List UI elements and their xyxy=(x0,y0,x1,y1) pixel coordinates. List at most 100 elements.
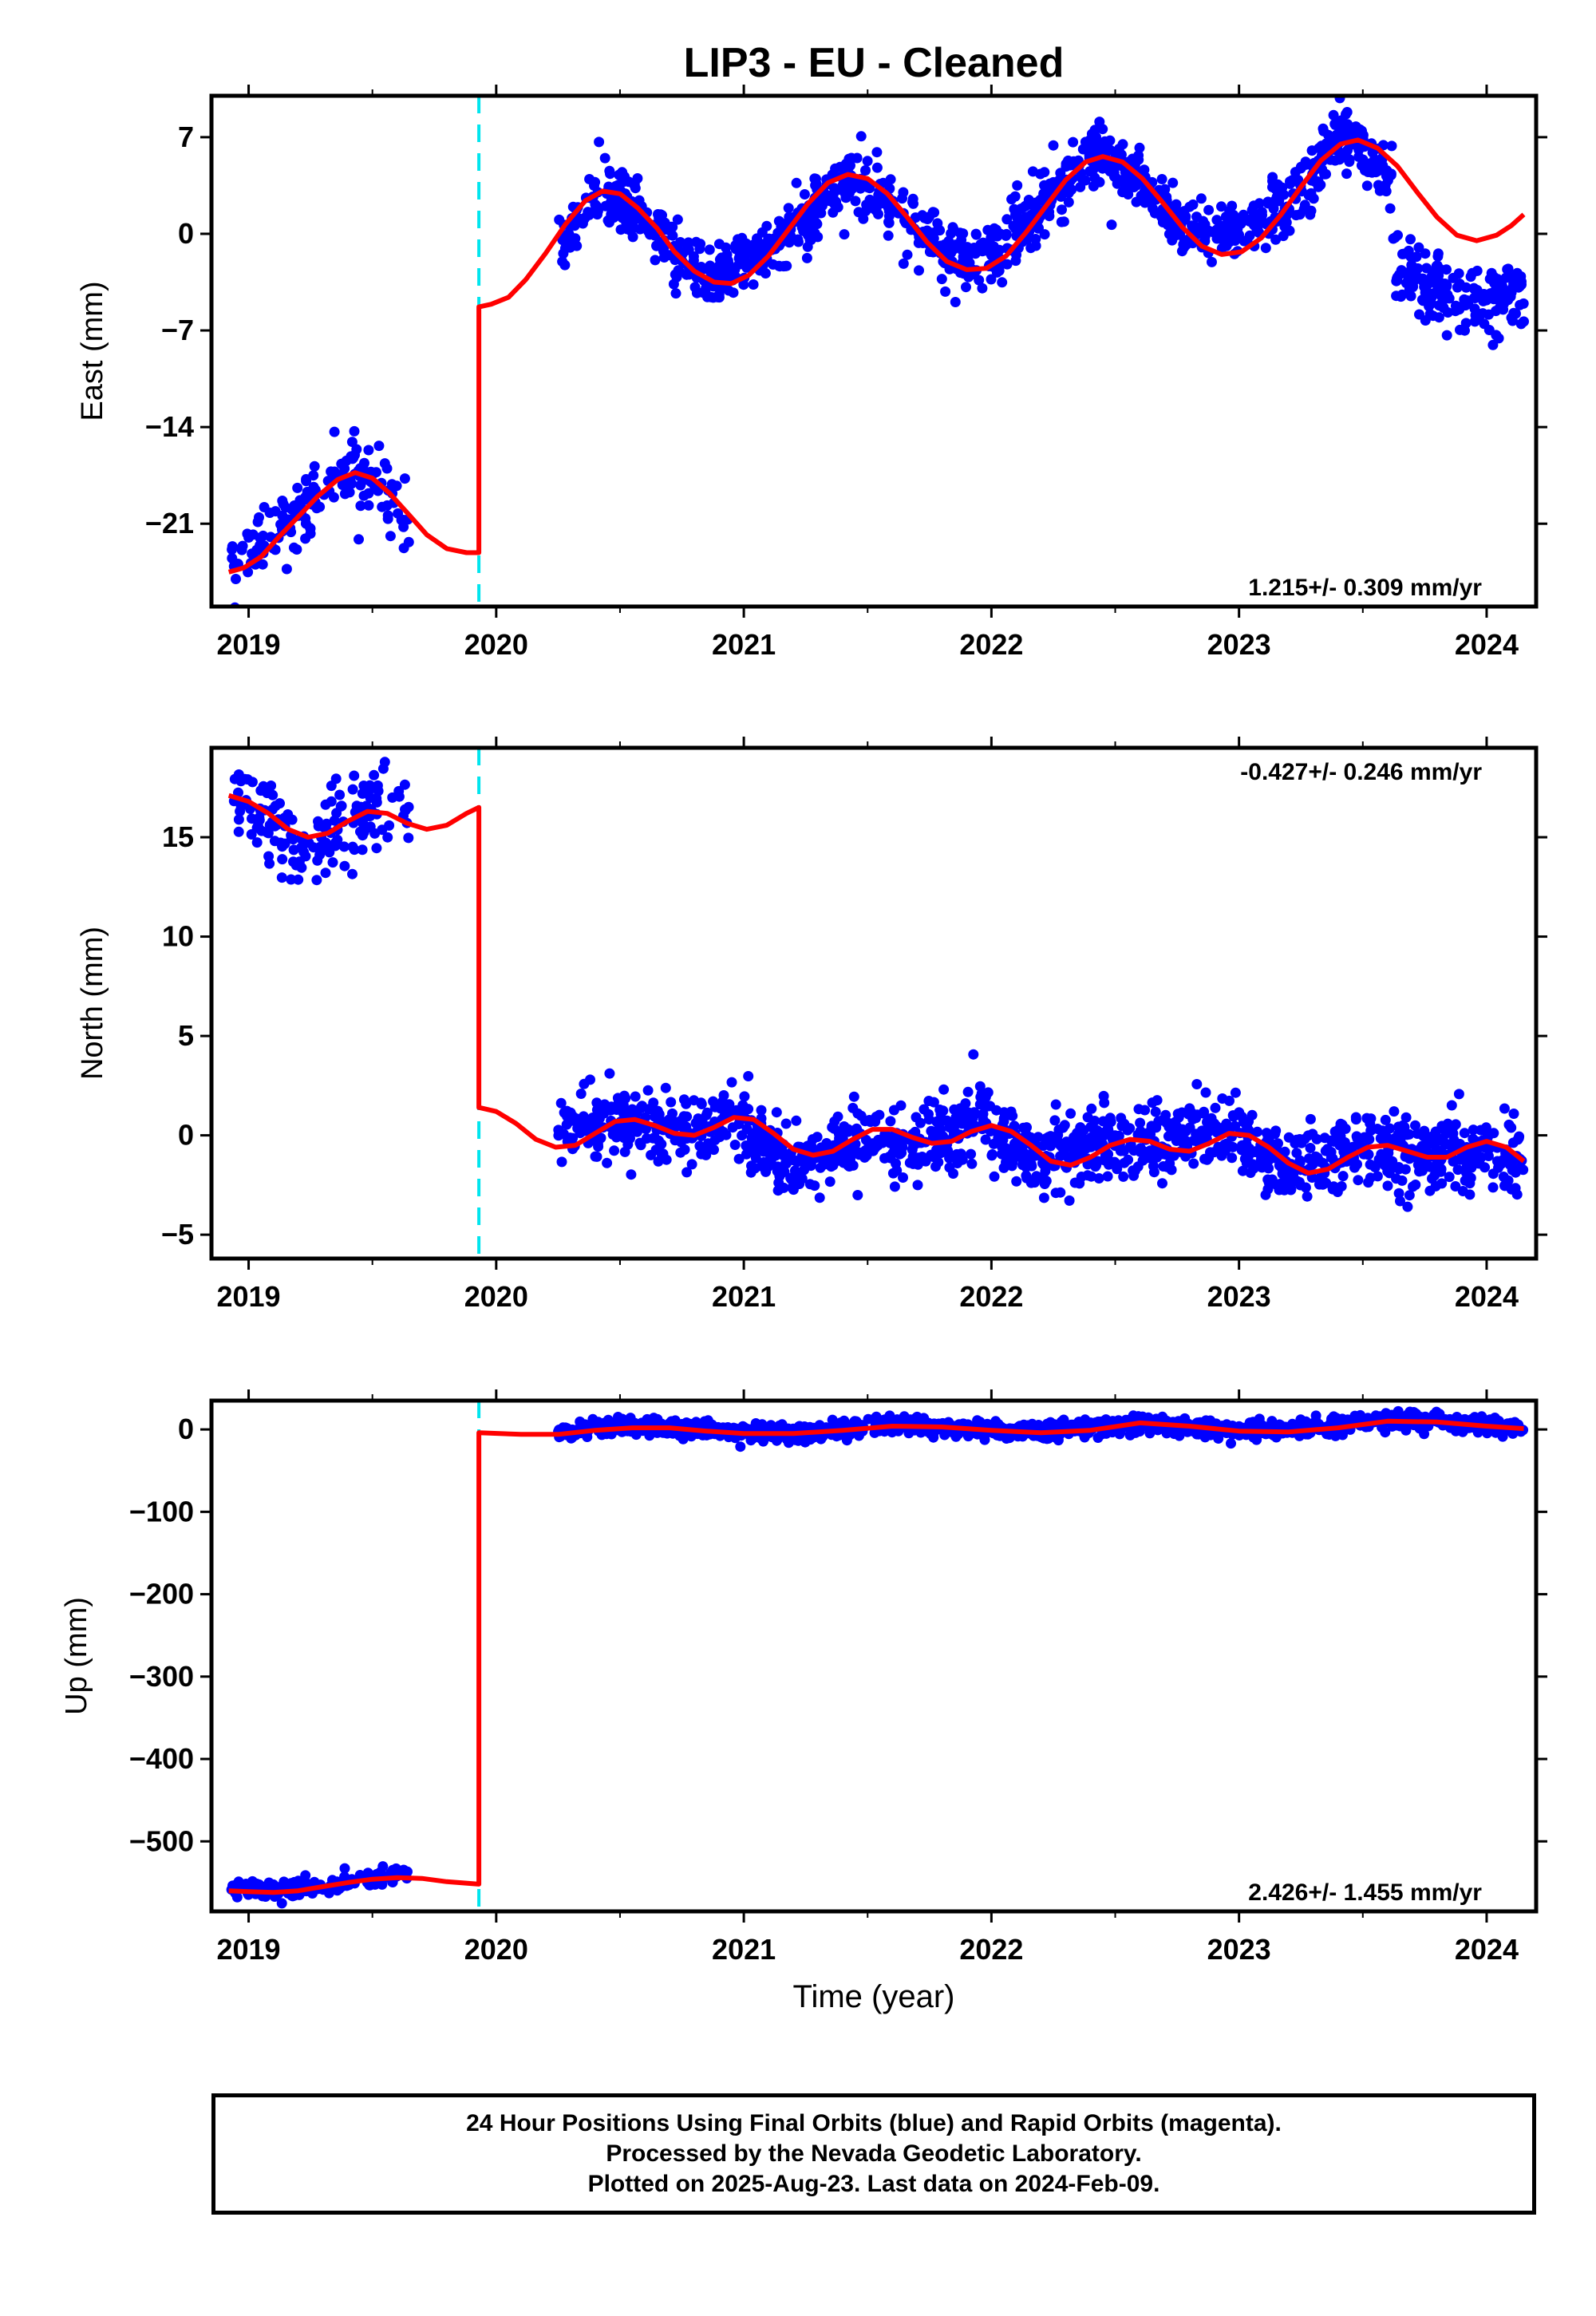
up-data-point xyxy=(853,1430,864,1441)
north-data-point xyxy=(561,1119,572,1130)
east-data-point xyxy=(748,279,759,290)
north-data-point xyxy=(966,1148,977,1160)
north-data-point xyxy=(1237,1165,1248,1176)
north-data-point xyxy=(1382,1132,1393,1144)
north-data-point xyxy=(1077,1124,1088,1136)
north-data-point xyxy=(826,1161,837,1172)
east-data-point xyxy=(377,501,388,512)
north-data-point xyxy=(898,1172,908,1183)
up-data-point xyxy=(339,1863,350,1874)
east-data-point xyxy=(1341,168,1352,180)
east-data-point xyxy=(1361,180,1373,192)
north-data-point xyxy=(729,1140,741,1150)
north-data-point xyxy=(1395,1196,1405,1207)
east-data-point xyxy=(839,229,850,240)
east-data-point xyxy=(799,189,810,200)
east-data-point xyxy=(379,458,390,469)
north-data-point xyxy=(1419,1125,1430,1136)
east-data-point xyxy=(958,251,969,263)
north-data-point xyxy=(1116,1120,1128,1132)
east-data-point xyxy=(978,237,989,248)
north-data-point xyxy=(642,1085,654,1096)
north-data-point xyxy=(1514,1163,1525,1174)
east-data-point xyxy=(398,543,409,554)
north-xtick-label: 2020 xyxy=(464,1280,528,1313)
east-data-point xyxy=(1350,121,1361,132)
east-data-point xyxy=(1328,109,1339,121)
north-data-point xyxy=(1400,1112,1412,1123)
north-data-point xyxy=(399,779,410,790)
north-data-point xyxy=(968,1049,979,1060)
north-data-point xyxy=(709,1135,721,1145)
north-data-point xyxy=(264,858,275,869)
east-data-point xyxy=(1342,119,1353,130)
east-ylabel: East (mm) xyxy=(76,281,109,421)
north-data-point xyxy=(935,1124,946,1136)
east-data-point xyxy=(1179,213,1191,224)
north-data-point xyxy=(1262,1184,1274,1195)
north-data-point xyxy=(1305,1143,1316,1153)
east-data-point xyxy=(1380,180,1391,191)
east-data-point xyxy=(227,541,238,552)
north-data-point xyxy=(646,1149,657,1160)
east-data-point xyxy=(1089,124,1100,136)
north-data-point xyxy=(1295,1180,1306,1191)
east-data-point xyxy=(1009,191,1021,202)
east-data-point xyxy=(373,441,385,452)
east-data-point xyxy=(683,237,694,248)
north-data-point xyxy=(867,1145,879,1156)
north-data-point xyxy=(602,1157,613,1168)
north-data-point xyxy=(1493,1162,1503,1173)
east-data-point xyxy=(1495,288,1506,299)
east-xtick-label: 2023 xyxy=(1207,628,1271,661)
north-data-point xyxy=(1385,1123,1395,1134)
east-data-point xyxy=(1432,248,1444,259)
east-data-point xyxy=(850,196,861,207)
north-data-point xyxy=(969,1107,980,1118)
east-data-point xyxy=(1212,223,1223,235)
north-data-point xyxy=(1460,1175,1471,1186)
north-data-point xyxy=(1103,1124,1114,1136)
east-data-point xyxy=(1290,167,1301,178)
east-data-point xyxy=(235,543,247,554)
east-ytick-label: −21 xyxy=(145,507,194,539)
north-data-point xyxy=(1103,1156,1114,1168)
up-data-point xyxy=(300,1870,311,1881)
north-data-point xyxy=(1380,1114,1391,1125)
north-data-point xyxy=(693,1113,704,1124)
east-data-point xyxy=(1344,154,1355,165)
east-ytick-label: 7 xyxy=(178,121,194,153)
east-data-point xyxy=(1411,251,1422,263)
north-data-point xyxy=(908,1140,919,1152)
east-data-point xyxy=(385,531,396,542)
north-data-point xyxy=(765,1138,776,1149)
east-data-point xyxy=(855,131,867,142)
up-data-point xyxy=(1308,1417,1319,1429)
north-data-point xyxy=(1163,1131,1174,1142)
east-data-point xyxy=(1178,239,1189,250)
north-data-point xyxy=(814,1192,825,1203)
east-data-point xyxy=(741,238,752,249)
east-data-point xyxy=(566,240,577,251)
north-data-point xyxy=(635,1102,646,1113)
east-data-point xyxy=(1149,207,1160,219)
north-data-point xyxy=(1512,1134,1523,1145)
north-data-point xyxy=(1430,1126,1441,1137)
north-data-point xyxy=(974,1099,986,1110)
east-data-point xyxy=(806,207,817,218)
north-data-point xyxy=(1449,1155,1460,1166)
east-data-point xyxy=(1420,287,1431,298)
north-data-point xyxy=(1221,1118,1232,1129)
north-data-point xyxy=(585,1074,595,1085)
east-data-point xyxy=(883,203,894,214)
north-data-point xyxy=(1188,1158,1199,1169)
east-data-point xyxy=(605,168,615,180)
east-data-point xyxy=(351,444,362,455)
north-data-point xyxy=(807,1134,818,1145)
north-data-point xyxy=(1457,1186,1468,1196)
east-data-point xyxy=(1216,201,1227,212)
east-data-point xyxy=(290,500,302,511)
east-data-point xyxy=(600,200,611,211)
